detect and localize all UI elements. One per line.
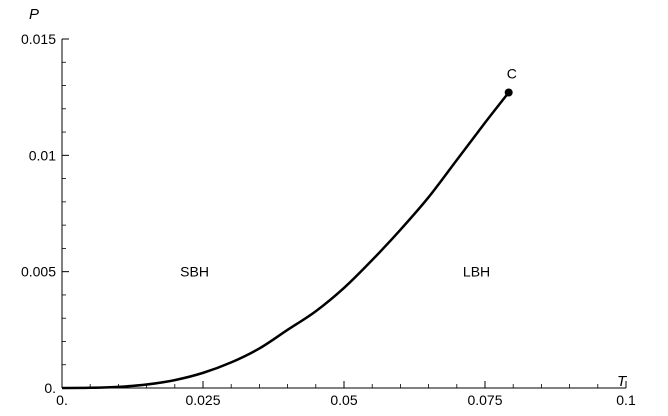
y-tick-label: 0. bbox=[44, 380, 56, 396]
coexistence-curve bbox=[61, 91, 510, 390]
y-tick-label: 0.015 bbox=[21, 31, 56, 47]
x-tick-label: 0.075 bbox=[467, 392, 502, 408]
y-axis-label: P bbox=[29, 6, 39, 23]
y-tick-label: 0.005 bbox=[21, 264, 56, 280]
tick-labels: 0. 0.025 0.05 0.075 0.1 0. 0.005 0.01 0.015 bbox=[21, 31, 636, 408]
x-tick-label: 0.025 bbox=[185, 392, 220, 408]
region-label-sbh: SBH bbox=[180, 264, 209, 280]
x-tick-label: 0. bbox=[56, 392, 68, 408]
ticks bbox=[61, 38, 627, 389]
y-tick-label: 0.01 bbox=[29, 147, 56, 163]
axes bbox=[61, 39, 626, 389]
critical-point-label: C bbox=[507, 66, 517, 82]
x-tick-label: 0.1 bbox=[616, 392, 636, 408]
critical-point-marker bbox=[504, 88, 513, 97]
x-tick-label: 0.05 bbox=[330, 392, 357, 408]
region-label-lbh: LBH bbox=[463, 264, 490, 280]
x-axis-label: T bbox=[617, 373, 628, 390]
